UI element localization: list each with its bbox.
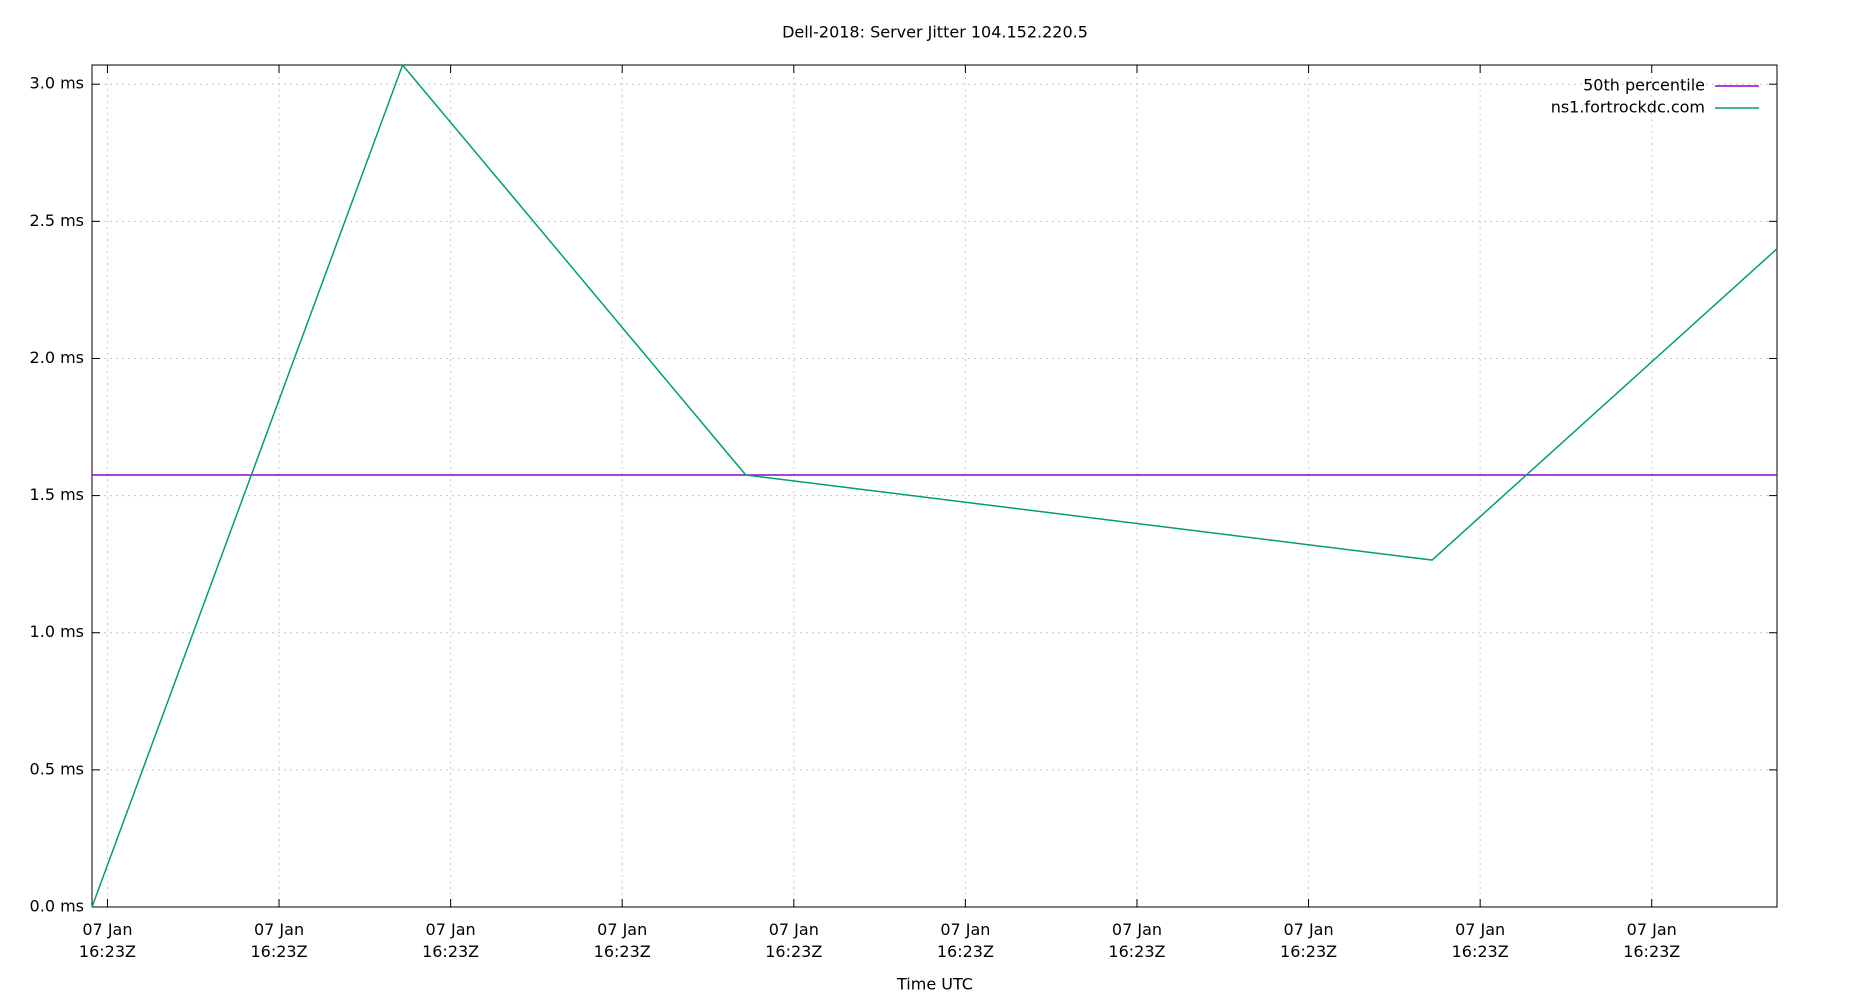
legend-label: 50th percentile (1583, 76, 1705, 95)
y-tick-label: 1.0 ms (30, 622, 84, 641)
series-line (91, 63, 1778, 908)
x-tick-label: 07 Jan 16:23Z (1623, 920, 1681, 961)
x-tick-label: 07 Jan 16:23Z (78, 920, 136, 961)
x-tick-label: 07 Jan 16:23Z (765, 920, 823, 961)
x-tick-label: 07 Jan 16:23Z (250, 920, 308, 961)
y-tick-label: 0.5 ms (30, 759, 84, 778)
chart-title: Dell-2018: Server Jitter 104.152.220.5 (782, 23, 1088, 42)
legend-label: ns1.fortrockdc.com (1551, 98, 1705, 117)
x-axis-label: Time UTC (896, 975, 973, 994)
x-tick-label: 07 Jan 16:23Z (422, 920, 480, 961)
x-tick-label: 07 Jan 16:23Z (593, 920, 651, 961)
x-tick-label: 07 Jan 16:23Z (1280, 920, 1338, 961)
y-tick-label: 0.0 ms (30, 897, 84, 916)
x-tick-label: 07 Jan 16:23Z (936, 920, 994, 961)
x-tick-label: 07 Jan 16:23Z (1108, 920, 1166, 961)
plot-frame (91, 64, 1778, 908)
y-tick-label: 1.5 ms (30, 485, 84, 504)
y-tick-label: 2.5 ms (30, 211, 84, 230)
y-tick-label: 2.0 ms (30, 348, 84, 367)
x-tick-label: 07 Jan 16:23Z (1451, 920, 1509, 961)
y-tick-label: 3.0 ms (30, 74, 84, 93)
